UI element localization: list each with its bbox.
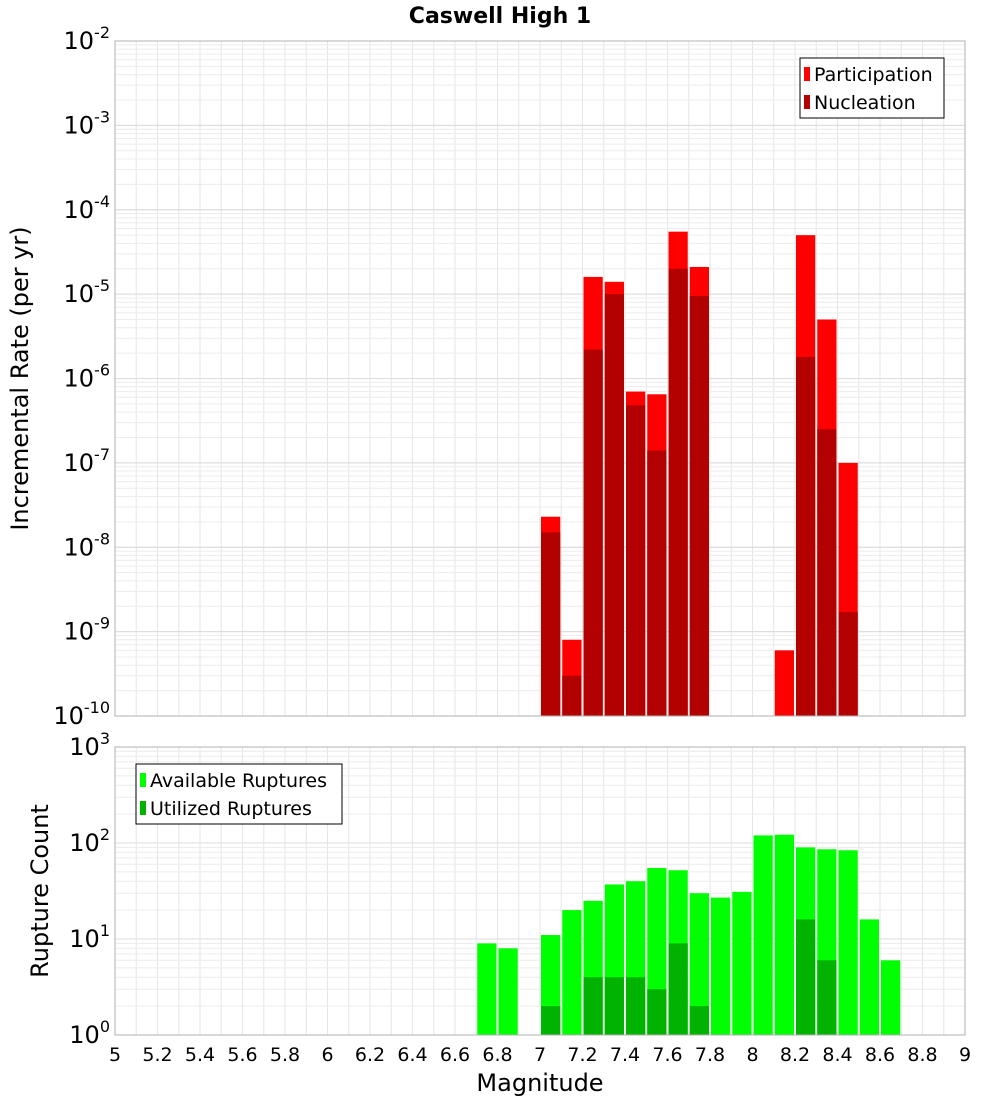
bar-available-ruptures	[689, 893, 709, 1035]
x-tick-label: 7.8	[695, 1044, 725, 1066]
x-tick-label: 5.8	[270, 1044, 300, 1066]
legend-label: Participation	[814, 64, 933, 86]
bar-nucleation	[583, 349, 603, 716]
bar-utilized-ruptures	[583, 977, 603, 1035]
y-axis-title: Incremental Rate (per yr)	[6, 226, 34, 530]
bar-available-ruptures	[477, 943, 497, 1035]
bar-available-ruptures	[774, 834, 794, 1035]
x-tick-label: 7	[534, 1044, 546, 1066]
x-tick-label: 6.4	[397, 1044, 427, 1066]
y-tick-label: 10-7	[64, 445, 111, 477]
y-tick-label: 102	[69, 825, 110, 857]
bar-nucleation	[796, 356, 816, 716]
y-tick-label: 103	[69, 729, 110, 761]
bar-available-ruptures	[711, 897, 731, 1035]
x-tick-label: 5.2	[142, 1044, 172, 1066]
bar-utilized-ruptures	[817, 960, 837, 1035]
y-tick-label: 101	[69, 921, 110, 953]
legend-box	[135, 763, 343, 825]
y-tick-label: 10-10	[53, 698, 110, 730]
x-tick-label: 5.6	[227, 1044, 257, 1066]
y-tick-label: 10-5	[64, 276, 111, 308]
bar-available-ruptures	[881, 960, 901, 1035]
x-tick-label: 7.2	[567, 1044, 597, 1066]
legend-swatch	[804, 67, 810, 81]
bar-utilized-ruptures	[796, 919, 816, 1035]
y-tick-label: 10-8	[64, 529, 111, 561]
bar-nucleation	[562, 675, 582, 716]
bar-available-ruptures	[498, 948, 518, 1035]
bar-nucleation	[647, 450, 667, 716]
x-tick-label: 5	[109, 1044, 121, 1066]
x-axis-title: Magnitude	[476, 1069, 603, 1097]
y-tick-label: 100	[69, 1017, 110, 1049]
x-tick-label: 8	[746, 1044, 758, 1066]
y-tick-label: 10-6	[64, 361, 111, 393]
y-axis-title: Rupture Count	[26, 804, 54, 978]
y-tick-label: 10-2	[64, 23, 111, 55]
legend-label: Utilized Ruptures	[150, 798, 312, 820]
bar-nucleation	[668, 268, 688, 716]
plot-frame	[114, 40, 966, 717]
legend: Available Ruptures Utilized Ruptures	[135, 763, 343, 825]
bar-available-ruptures	[859, 919, 879, 1035]
bar-nucleation	[689, 296, 709, 716]
bar-available-ruptures	[732, 891, 752, 1035]
bar-utilized-ruptures	[626, 977, 646, 1035]
bar-nucleation	[604, 294, 624, 717]
bar-available-ruptures	[838, 850, 858, 1035]
x-tick-label: 5.4	[185, 1044, 215, 1066]
panel-2: 100 101 102 103 Rupture Count Available Ruptu…	[26, 729, 966, 1049]
legend-label: Available Ruptures	[150, 770, 327, 792]
y-tick-label: 10-9	[64, 614, 111, 646]
chart-title: Caswell High 1	[409, 4, 591, 29]
x-tick-label: 6	[321, 1044, 333, 1066]
bar-available-ruptures	[753, 835, 773, 1035]
x-tick-label: 8.2	[780, 1044, 810, 1066]
bar-utilized-ruptures	[604, 977, 624, 1035]
x-tick-label: 9	[959, 1044, 971, 1066]
x-tick-label: 6.6	[440, 1044, 470, 1066]
bar-nucleation	[838, 612, 858, 716]
legend-box	[799, 57, 945, 119]
y-tick-label: 10-3	[64, 107, 111, 139]
bar-nucleation	[817, 429, 837, 716]
bar-participation	[774, 650, 794, 716]
bar-nucleation	[541, 532, 561, 716]
bar-available-ruptures	[562, 910, 582, 1035]
bar-utilized-ruptures	[541, 1006, 561, 1035]
bar-utilized-ruptures	[647, 989, 667, 1035]
panel-1: 10-10 10-9 10-8 10-7 10-6 10-5 10-4 10-3 10-2 Inc…	[6, 23, 966, 730]
legend: Participation Nucleation	[799, 57, 945, 119]
x-tick-label: 7.4	[610, 1044, 640, 1066]
legend-swatch	[140, 801, 146, 815]
x-tick-label: 6.8	[482, 1044, 512, 1066]
legend-label: Nucleation	[814, 92, 916, 114]
y-tick-label: 10-4	[64, 192, 111, 224]
bar-utilized-ruptures	[689, 1006, 709, 1035]
x-tick-label: 8.4	[822, 1044, 852, 1066]
x-tick-label: 8.8	[907, 1044, 937, 1066]
plot-frame	[114, 746, 966, 1036]
x-tick-label: 6.2	[355, 1044, 385, 1066]
x-tick-label: 8.6	[865, 1044, 895, 1066]
legend-swatch	[140, 773, 146, 787]
x-tick-label: 7.6	[652, 1044, 682, 1066]
bar-utilized-ruptures	[668, 943, 688, 1035]
bar-nucleation	[626, 405, 646, 716]
legend-swatch	[804, 95, 810, 109]
